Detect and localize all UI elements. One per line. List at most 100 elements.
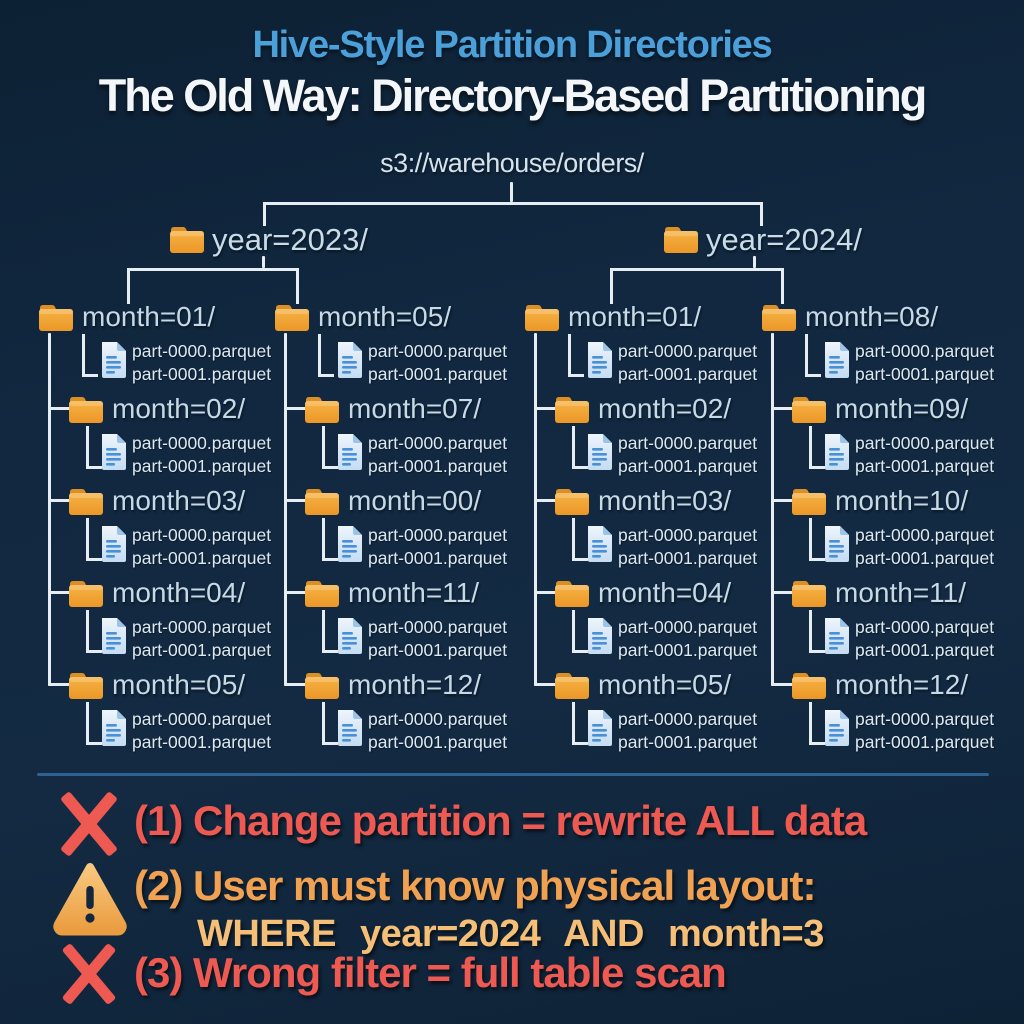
folder-icon (792, 581, 826, 607)
month-column: month=01/ part-0000.parquet part-0001.par… (37, 301, 277, 778)
file-name: part-0001.parquet (618, 640, 758, 660)
folder-label: month=12/ (348, 669, 482, 700)
file-name: part-0001.parquet (855, 640, 995, 660)
tree-line (48, 591, 70, 594)
parquet-file-icon (825, 434, 849, 470)
tree-line (86, 426, 102, 469)
tree-line (771, 499, 793, 502)
warning-icon (53, 863, 127, 936)
folder-icon (792, 397, 826, 423)
folder-icon (170, 227, 204, 253)
tree-line (48, 499, 70, 502)
tree-line (809, 702, 825, 745)
tree-line (48, 683, 70, 686)
parquet-file-icon (102, 342, 126, 378)
tree-line (284, 683, 306, 686)
parquet-file-icon (338, 342, 362, 378)
file-name: part-0001.parquet (132, 732, 272, 752)
folder-label: year=2023/ (212, 222, 368, 257)
file-name: part-0001.parquet (368, 548, 508, 568)
tree-line (771, 683, 793, 686)
parquet-file-icon (338, 618, 362, 654)
parquet-file-icon (338, 710, 362, 746)
tree-line (771, 333, 774, 686)
folder-icon (305, 673, 339, 699)
file-name: part-0000.parquet (132, 341, 272, 361)
month-column: month=01/ part-0000.parquet part-0001.par… (523, 302, 763, 778)
tree-line (86, 518, 102, 561)
folder-icon (792, 673, 826, 699)
parquet-file-icon (825, 342, 849, 378)
tree-line (534, 591, 556, 594)
file-name: part-0000.parquet (618, 341, 758, 361)
file-name: part-0001.parquet (368, 732, 508, 752)
cross-icon (61, 792, 117, 856)
file-name: part-0001.parquet (368, 364, 508, 384)
tree-line (48, 407, 70, 410)
issue-2-code: WHERE year=2024 AND month=3 (197, 913, 824, 955)
tree-line (322, 518, 338, 561)
file-name: part-0000.parquet (618, 433, 758, 453)
file-name: part-0000.parquet (855, 433, 995, 453)
parquet-file-icon (102, 618, 126, 654)
file-name: part-0001.parquet (132, 548, 272, 568)
tree-line (771, 591, 793, 594)
file-name: part-0000.parquet (132, 433, 272, 453)
file-name: part-0001.parquet (618, 548, 758, 568)
folder-icon (525, 305, 559, 331)
file-name: part-0000.parquet (855, 709, 995, 729)
file-name: part-0001.parquet (368, 640, 508, 660)
file-name: part-0000.parquet (368, 341, 508, 361)
folder-icon (305, 489, 339, 515)
tree-connector (262, 256, 265, 268)
file-name: part-0000.parquet (855, 617, 995, 637)
folder-label: month=01/ (82, 301, 216, 332)
page-subtitle: The Old Way: Directory-Based Partitionin… (98, 70, 927, 121)
folder-icon (305, 581, 339, 607)
file-name: part-0001.parquet (368, 456, 508, 476)
parquet-file-icon (338, 526, 362, 562)
folder-icon (555, 673, 589, 699)
folder-label: month=12/ (835, 669, 969, 700)
folder-icon (762, 305, 796, 331)
folder-label: month=10/ (835, 485, 969, 516)
file-name: part-0001.parquet (855, 548, 995, 568)
parquet-file-icon (102, 710, 126, 746)
folder-icon (555, 397, 589, 423)
parquet-file-icon (338, 434, 362, 470)
tree-line (534, 407, 556, 410)
tree-connector (610, 268, 784, 304)
folder-label: month=00/ (348, 485, 482, 516)
folder-icon (792, 489, 826, 515)
folder-icon (305, 397, 339, 423)
folder-icon (664, 227, 698, 253)
parquet-file-icon (102, 434, 126, 470)
tree-line (771, 407, 793, 410)
tree-line (809, 426, 825, 469)
folder-label: month=03/ (112, 485, 246, 516)
parquet-file-icon (588, 434, 612, 470)
tree-line (572, 702, 588, 745)
month-column: month=08/ part-0000.parquet part-0001.par… (760, 302, 1000, 778)
tree-line (48, 333, 51, 686)
folder-label: month=11/ (835, 577, 967, 608)
folder-icon (69, 489, 103, 515)
issue-1-text: (1) Change partition = rewrite ALL data (134, 797, 867, 844)
folder-label: month=02/ (112, 393, 246, 424)
folder-label: month=05/ (318, 301, 452, 332)
file-name: part-0000.parquet (618, 617, 758, 637)
file-name: part-0000.parquet (132, 617, 272, 637)
page-title: Hive-Style Partition Directories (252, 24, 772, 66)
tree-line (572, 610, 588, 653)
tree-line (284, 407, 306, 410)
file-name: part-0001.parquet (855, 456, 995, 476)
tree-connector (263, 202, 763, 226)
file-name: part-0001.parquet (855, 364, 995, 384)
folder-label: month=09/ (835, 393, 969, 424)
tree-line (534, 499, 556, 502)
tree-line (534, 333, 537, 686)
file-name: part-0000.parquet (368, 709, 508, 729)
parquet-file-icon (588, 618, 612, 654)
folder-icon (39, 305, 73, 331)
